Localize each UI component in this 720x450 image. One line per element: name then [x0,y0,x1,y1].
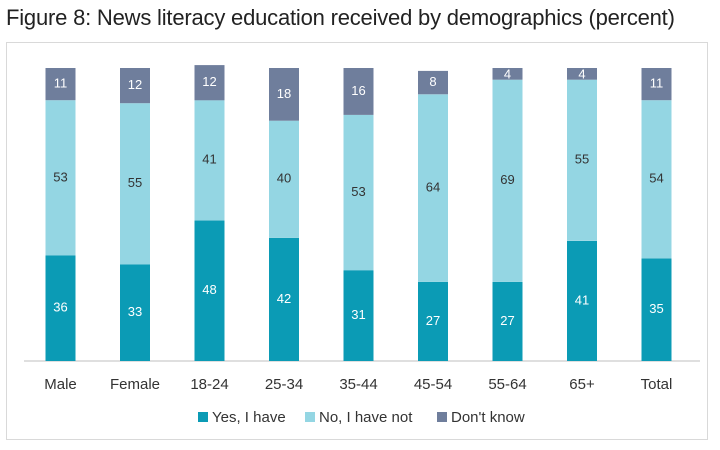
data-label: 8 [429,74,436,89]
data-label: 55 [575,152,589,167]
data-label: 11 [650,76,664,91]
bar-segment [492,281,523,361]
data-label: 27 [500,313,514,328]
bar-segment [418,281,448,361]
data-label: 42 [277,291,291,306]
x-tick-label: 18-24 [190,376,228,393]
bar-segment [641,258,672,361]
x-tick-label: Total [641,376,673,393]
bar-segment [269,237,299,361]
bar-segment [120,264,150,361]
data-label: 11 [54,76,68,91]
legend-swatch [437,412,447,422]
bar-segment [492,68,523,80]
bar-segment [269,120,299,238]
bar-segment [343,68,374,115]
data-label: 69 [500,172,514,187]
legend-label: Yes, I have [212,409,286,426]
x-tick-label: 55-64 [488,376,526,393]
legend: Yes, I have No, I have not Don't know [198,409,525,426]
bar-segment [567,68,597,80]
data-label: 55 [128,175,142,190]
bar-segment [269,68,299,121]
bar-segment [567,240,597,361]
data-label: 31 [351,307,365,322]
bar-segment [45,255,76,361]
data-label: 40 [277,171,291,186]
data-label: 12 [128,77,142,92]
x-tick-label: 65+ [569,376,595,393]
legend-label: No, I have not [319,409,413,426]
bar-segment [45,68,76,101]
data-label: 35 [649,301,663,316]
bar-segment [120,103,150,265]
data-label: 12 [202,74,216,89]
bar-segment [418,70,448,95]
bar-segment [418,94,448,282]
bar-segment [120,68,150,104]
data-label: 16 [351,83,365,98]
legend-label: Don't know [451,409,525,426]
data-label: 27 [426,313,440,328]
data-label: 33 [128,304,142,319]
data-label: 53 [53,169,67,184]
bars-group: 36 53 11 33 55 12 48 41 12 42 40 18 31 53 16 27 64 8 27 69 4… [45,65,672,361]
data-label: 41 [202,152,216,167]
bar-segment [194,65,225,101]
bar-segment [492,79,523,282]
x-axis-labels: Male Female 18-24 25-34 35-44 45-54 55-64 65+ To… [44,376,672,393]
x-tick-label: 45-54 [414,376,452,393]
x-tick-label: 25-34 [265,376,303,393]
bar-segment [194,100,225,221]
data-label: 36 [53,300,67,315]
bar-segment [343,270,374,361]
data-label: 48 [202,282,216,297]
bar-segment [641,68,672,101]
x-tick-label: 35-44 [339,376,377,393]
data-label: 4 [578,66,585,81]
x-tick-label: Female [110,376,160,393]
bar-segment [567,79,597,241]
x-tick-label: Male [44,376,77,393]
data-label: 53 [351,184,365,199]
bar-segment [641,100,672,259]
chart-title: Figure 8: News literacy education receiv… [6,5,675,30]
legend-swatch [305,412,315,422]
bar-segment [45,100,76,256]
data-label: 54 [649,171,663,186]
legend-swatch [198,412,208,422]
bar-segment [194,220,225,361]
data-label: 18 [277,86,291,101]
bar-segment [343,114,374,271]
data-label: 64 [426,180,440,195]
data-label: 4 [504,66,511,81]
data-label: 41 [575,292,589,307]
